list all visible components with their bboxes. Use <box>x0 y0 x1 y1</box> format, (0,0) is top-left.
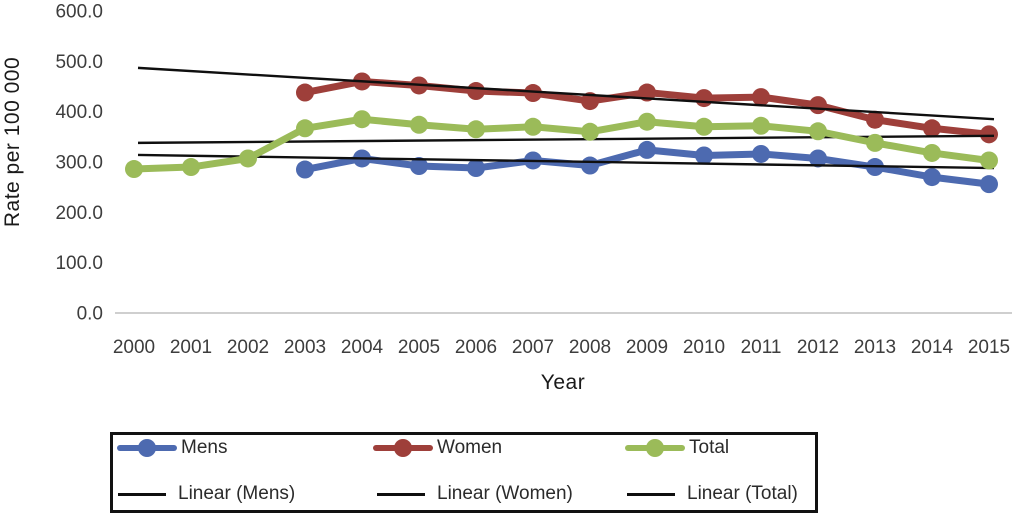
data-point-women <box>581 92 599 111</box>
chart-legend: Mens Women Total Linear (Mens) Linear (W… <box>110 432 818 513</box>
data-point-total <box>866 133 884 152</box>
legend-label-linear-total: Linear (Total) <box>687 483 798 504</box>
data-point-mens <box>695 146 713 165</box>
data-point-mens <box>980 175 998 194</box>
data-point-total <box>524 117 542 136</box>
data-point-total <box>638 112 656 131</box>
x-axis-tick-label: 2000 <box>113 337 155 358</box>
trendline-women <box>137 66 995 121</box>
y-axis-tick-label: 300.0 <box>55 153 103 174</box>
series-line-total <box>130 115 993 173</box>
data-point-women <box>296 83 314 102</box>
legend-item-linear-total: Linear (Total) <box>627 482 798 506</box>
trendline-swatch-icon <box>118 492 166 496</box>
data-point-mens <box>638 140 656 159</box>
data-point-mens <box>410 157 428 176</box>
data-point-women <box>809 96 827 115</box>
data-point-total <box>125 160 143 179</box>
legend-label-total: Total <box>689 437 730 458</box>
data-point-total <box>410 115 428 134</box>
x-axis-tick-label: 2004 <box>341 337 384 358</box>
data-point-total <box>239 149 257 168</box>
data-point-total <box>467 120 485 139</box>
data-point-women <box>866 110 884 129</box>
trendline-swatch-icon <box>627 492 675 496</box>
legend-label-linear-women: Linear (Women) <box>437 483 573 504</box>
x-axis-tick-label: 2012 <box>797 337 839 358</box>
y-axis-tick-label: 500.0 <box>55 52 103 73</box>
data-point-women <box>752 88 770 107</box>
legend-item-women: Women <box>373 436 502 460</box>
data-point-total <box>980 151 998 170</box>
legend-item-linear-mens: Linear (Mens) <box>118 482 295 506</box>
x-axis-tick-label: 2007 <box>512 337 554 358</box>
x-axis-tick-label: 2005 <box>398 337 440 358</box>
x-axis-tick-label: 2008 <box>569 337 611 358</box>
data-point-total <box>695 117 713 136</box>
x-axis-tick-label: 2014 <box>911 337 954 358</box>
y-axis-title: Rate per 100 000 <box>1 56 24 228</box>
women-line-marker-icon <box>373 436 433 460</box>
data-point-women <box>524 84 542 103</box>
legend-item-total: Total <box>625 436 729 460</box>
x-axis-tick-label: 2001 <box>170 337 212 358</box>
data-point-mens <box>581 156 599 175</box>
trendline-swatch-icon <box>377 492 425 496</box>
data-point-mens <box>752 144 770 163</box>
data-point-mens <box>296 160 314 179</box>
chart-plot-area: 0.0 100.0 200.0 300.0 400.0 500.0 600.0 2000 200… <box>55 2 1012 358</box>
x-axis-tick-label: 2013 <box>854 337 896 358</box>
x-axis-title: Year <box>540 371 586 394</box>
legend-label-mens: Mens <box>181 437 228 458</box>
legend-label-women: Women <box>437 437 503 458</box>
legend-item-mens: Mens <box>117 436 227 460</box>
data-point-total <box>752 116 770 135</box>
data-point-mens <box>923 168 941 187</box>
data-point-mens <box>809 149 827 168</box>
x-axis-tick-label: 2003 <box>284 337 326 358</box>
x-axis-tick-label: 2015 <box>968 337 1010 358</box>
data-point-total <box>182 158 200 177</box>
data-point-total <box>581 122 599 141</box>
data-point-total <box>809 122 827 141</box>
data-point-women <box>695 89 713 108</box>
y-axis-tick-label: 0.0 <box>77 304 103 325</box>
total-line-marker-icon <box>625 436 685 460</box>
legend-item-linear-women: Linear (Women) <box>377 482 573 506</box>
y-axis-tick-label: 100.0 <box>55 253 103 274</box>
y-axis-tick-label: 200.0 <box>55 203 103 224</box>
x-axis-tick-label: 2002 <box>227 337 269 358</box>
data-point-total <box>923 143 941 162</box>
x-axis-tick-label: 2009 <box>626 337 668 358</box>
x-axis-tick-label: 2010 <box>683 337 725 358</box>
x-axis-tick-label: 2011 <box>741 337 782 358</box>
y-axis-tick-label: 600.0 <box>55 2 103 23</box>
y-axis-tick-label: 400.0 <box>55 102 103 123</box>
data-point-women <box>980 125 998 144</box>
legend-label-linear-mens: Linear (Mens) <box>178 483 296 504</box>
data-point-women <box>923 119 941 138</box>
data-point-total <box>353 110 371 129</box>
mens-line-marker-icon <box>117 436 177 460</box>
x-axis-tick-label: 2006 <box>455 337 497 358</box>
data-point-mens <box>467 159 485 178</box>
data-point-women <box>467 82 485 101</box>
data-point-total <box>296 119 314 138</box>
trendline-mens <box>137 153 995 170</box>
